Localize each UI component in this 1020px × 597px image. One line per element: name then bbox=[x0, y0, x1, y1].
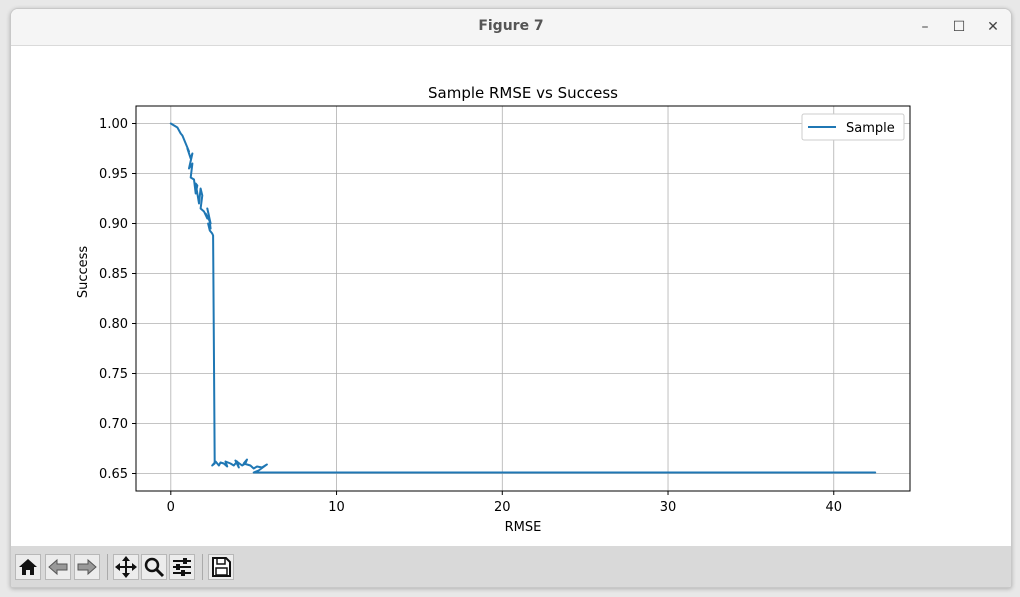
home-icon bbox=[19, 559, 37, 575]
x-tick-label: 0 bbox=[167, 500, 175, 515]
plot-canvas[interactable]: 0 10 20 30 40 0.65 0.70 0.75 0.80 0.85 0.90 0.95 1.… bbox=[11, 46, 1011, 546]
x-tick-label: 20 bbox=[494, 500, 511, 515]
legend: Sample bbox=[801, 113, 905, 141]
y-tick-label: 0.95 bbox=[99, 167, 128, 182]
figure-window: Figure 7 – ☐ ✕ 0 10 20 30 40 0.65 0.70 0.75 0.8… bbox=[10, 8, 1012, 588]
y-tick-label: 0.85 bbox=[99, 267, 128, 282]
x-tick-label: 40 bbox=[825, 500, 842, 515]
pan-icon bbox=[115, 556, 137, 578]
toolbar-separator bbox=[107, 554, 108, 580]
save-button[interactable] bbox=[208, 554, 234, 580]
zoom-button[interactable] bbox=[141, 554, 167, 580]
y-tick-label: 0.75 bbox=[99, 367, 128, 382]
navigation-toolbar bbox=[11, 546, 1011, 587]
x-axis-ticks: 0 10 20 30 40 bbox=[167, 491, 842, 515]
configure-subplots-button[interactable] bbox=[169, 554, 195, 580]
home-button[interactable] bbox=[15, 554, 41, 580]
back-arrow-icon bbox=[48, 558, 68, 576]
legend-box bbox=[801, 113, 905, 141]
x-tick-label: 30 bbox=[660, 500, 677, 515]
window-title: Figure 7 bbox=[478, 18, 544, 34]
pan-button[interactable] bbox=[113, 554, 139, 580]
save-icon bbox=[212, 557, 231, 577]
axes-frame bbox=[135, 105, 911, 492]
maximize-button[interactable]: ☐ bbox=[952, 19, 966, 35]
y-tick-label: 0.70 bbox=[99, 417, 128, 432]
forward-arrow-icon bbox=[77, 558, 97, 576]
chart-svg: 0 10 20 30 40 0.65 0.70 0.75 0.80 0.85 0.90 0.95 1.… bbox=[76, 84, 911, 535]
y-tick-label: 1.00 bbox=[99, 117, 128, 132]
configure-subplots-icon bbox=[173, 558, 191, 576]
forward-button[interactable] bbox=[74, 554, 100, 580]
y-tick-label: 0.90 bbox=[99, 217, 128, 232]
grid-lines bbox=[136, 106, 910, 491]
zoom-icon bbox=[144, 557, 165, 578]
x-tick-label: 10 bbox=[328, 500, 345, 515]
chart-title: Sample RMSE vs Success bbox=[428, 84, 618, 102]
series-line-sample bbox=[169, 122, 877, 474]
minimize-button[interactable]: – bbox=[921, 19, 929, 35]
toolbar-separator bbox=[202, 554, 203, 580]
y-axis-ticks: 0.65 0.70 0.75 0.80 0.85 0.90 0.95 1.00 bbox=[99, 117, 136, 482]
back-button[interactable] bbox=[45, 554, 71, 580]
series-layer bbox=[169, 122, 877, 474]
title-bar[interactable]: Figure 7 – ☐ ✕ bbox=[11, 9, 1011, 46]
y-axis-label: Success bbox=[76, 246, 91, 299]
y-tick-label: 0.80 bbox=[99, 317, 128, 332]
x-axis-label: RMSE bbox=[505, 520, 542, 535]
legend-label-sample: Sample bbox=[846, 121, 895, 136]
y-tick-label: 0.65 bbox=[99, 467, 128, 482]
close-button[interactable]: ✕ bbox=[987, 19, 999, 35]
